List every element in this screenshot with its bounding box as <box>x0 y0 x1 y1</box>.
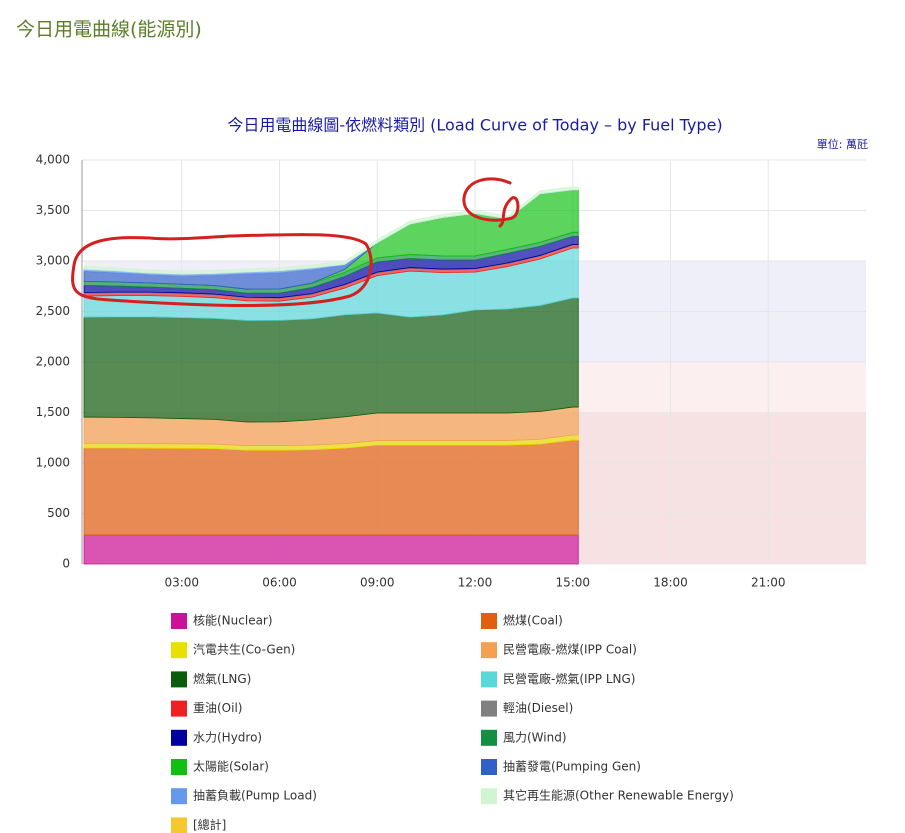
x-tick-label: 12:00 <box>458 576 493 590</box>
y-tick-label: 4,000 <box>36 153 70 167</box>
legend-swatch <box>481 642 497 659</box>
x-tick-label: 03:00 <box>164 576 199 590</box>
area <box>83 439 579 536</box>
unit-label: 單位: 萬瓩 <box>817 137 868 151</box>
legend-label: 民營電廠-燃煤(IPP Coal) <box>503 642 637 657</box>
legend-swatch <box>481 671 497 688</box>
y-tick-label: 0 <box>62 557 70 571</box>
legend-swatch <box>171 729 187 746</box>
legend-swatch <box>481 700 497 717</box>
legend-swatch <box>171 817 187 833</box>
x-tick-label: 06:00 <box>262 576 297 590</box>
chart-title: 今日用電曲線圖-依燃料類別 (Load Curve of Today – by … <box>227 116 722 135</box>
legend-label: 水力(Hydro) <box>193 730 262 744</box>
legend-swatch <box>171 613 187 629</box>
areas <box>83 186 579 565</box>
page-title: 今日用電曲線(能源別) <box>16 19 202 41</box>
legend-swatch <box>171 700 187 717</box>
y-tick-label: 3,000 <box>36 254 70 268</box>
y-tick-label: 1,000 <box>36 456 70 470</box>
legend: 核能(Nuclear) 燃煤(Coal) 汽電共生(Co-Gen) 民營電廠-燃煤(I… <box>171 613 734 833</box>
y-tick-label: 3,500 <box>36 203 70 217</box>
legend-label: 核能(Nuclear) <box>193 614 273 628</box>
y-tick-label: 500 <box>47 506 70 520</box>
legend-label: [總計] <box>193 817 226 832</box>
axis-labels: 0 500 1,000 1,500 2,000 2,500 3,000 3,500 4,000 0… <box>36 153 786 590</box>
legend-swatch <box>481 729 497 746</box>
legend-label: 民營電廠-燃氣(IPP LNG) <box>503 671 635 686</box>
legend-swatch <box>481 613 497 629</box>
legend-label: 燃煤(Coal) <box>503 613 563 628</box>
annotation-circle <box>462 177 520 228</box>
legend-label: 輕油(Diesel) <box>503 701 573 715</box>
x-tick-label: 15:00 <box>555 576 590 590</box>
legend-label: 抽蓄負載(Pump Load) <box>193 789 317 803</box>
y-tick-label: 1,500 <box>36 405 70 419</box>
legend-label: 抽蓄發電(Pumping Gen) <box>503 759 641 774</box>
legend-label: 汽電共生(Co-Gen) <box>193 642 295 657</box>
legend-swatch <box>171 788 187 805</box>
legend-swatch <box>171 759 187 775</box>
legend-label: 重油(Oil) <box>193 701 242 715</box>
area <box>83 534 579 565</box>
annotation-circle <box>71 233 373 307</box>
y-tick-label: 2,000 <box>36 355 70 369</box>
x-tick-label: 18:00 <box>653 576 688 590</box>
y-tick-label: 2,500 <box>36 304 70 318</box>
legend-swatch <box>481 759 497 775</box>
x-tick-label: 09:00 <box>360 576 395 590</box>
x-tick-label: 21:00 <box>751 576 786 590</box>
legend-swatch <box>481 788 497 805</box>
legend-label: 風力(Wind) <box>503 730 567 744</box>
annotations <box>71 177 520 307</box>
area <box>83 186 579 275</box>
legend-label: 燃氣(LNG) <box>193 671 251 686</box>
legend-label: 其它再生能源(Other Renewable Energy) <box>503 788 734 803</box>
legend-swatch <box>171 671 187 688</box>
legend-label: 太陽能(Solar) <box>193 759 269 774</box>
legend-swatch <box>171 642 187 659</box>
